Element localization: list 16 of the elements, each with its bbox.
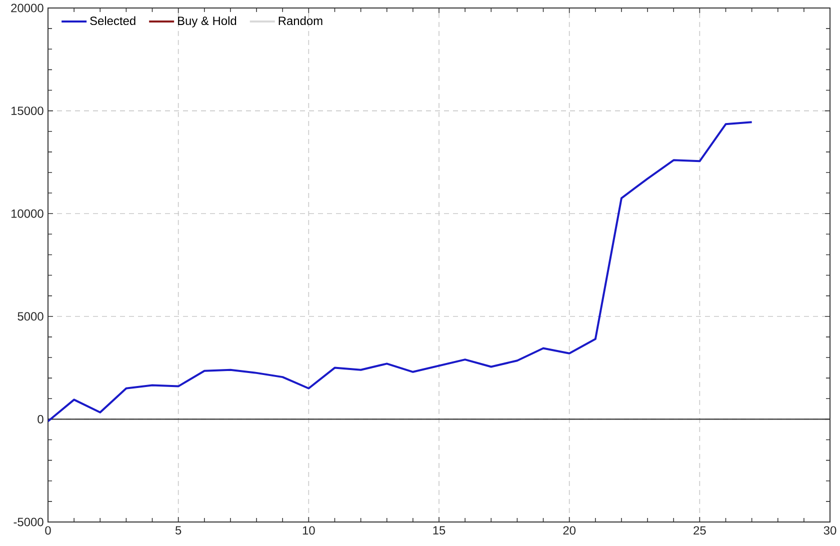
x-tick-label: 15 <box>433 526 446 535</box>
y-tick-label: 10000 <box>11 209 44 218</box>
y-tick-label: -5000 <box>14 518 44 526</box>
x-tick-label: 25 <box>694 526 706 535</box>
legend-label: Random <box>278 16 322 26</box>
y-tick-label: 5000 <box>18 312 44 321</box>
y-tick-label: 20000 <box>11 4 44 12</box>
x-tick-label: 30 <box>824 526 836 535</box>
x-tick-label: 5 <box>175 526 182 535</box>
y-tick-label: 15000 <box>11 106 44 116</box>
legend-label: Selected <box>90 16 136 26</box>
x-tick-label: 10 <box>302 526 315 535</box>
y-tick-label: 0 <box>38 414 44 424</box>
legend-label: Buy & Hold <box>178 16 236 28</box>
x-tick-label: 20 <box>563 526 576 535</box>
x-tick-label: 0 <box>45 526 51 535</box>
